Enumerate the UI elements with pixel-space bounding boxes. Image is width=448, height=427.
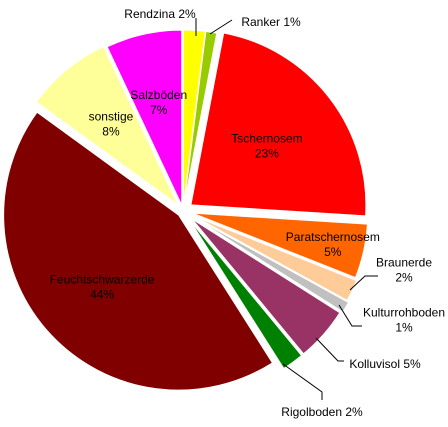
slice-label: Feuchtschwarzerde 44% [50,272,155,301]
pie-slice-rendzina [182,29,206,206]
pie-slice-paratschernosem [192,212,368,279]
slice-label: Kolluvisol 5% [349,357,421,371]
pie-slice-braunerde [193,215,358,302]
slice-label: Rendzina 2% [124,7,196,21]
pie-slice-ranker [183,30,218,206]
slice-label: Tschernosem 23% [231,131,302,160]
leader-line [349,275,378,291]
leader-line [209,19,233,35]
slice-label: Ranker 1% [241,15,301,29]
pie-slice-tschernosem [190,32,367,217]
leader-line [338,304,362,327]
slice-label: Salzböden 7% [130,88,187,117]
pie-slice-rigolboden [189,220,303,370]
pie-slice-sonstige [35,45,179,206]
slice-label: Paratschernosem 5% [286,230,380,259]
slice-label: Rigolboden 2% [281,405,363,419]
pie-slice-feuchtschwarzerde [3,111,274,391]
pie-slice-salzböden [106,29,183,206]
pie-slice-kolluvisol [191,218,341,355]
leader-line [315,337,344,362]
slice-label: sonstige 8% [89,109,134,138]
leader-line [282,363,323,400]
slice-label: Kulturrohboden 1% [363,306,445,335]
slice-label: Braunerde 2% [376,256,432,285]
